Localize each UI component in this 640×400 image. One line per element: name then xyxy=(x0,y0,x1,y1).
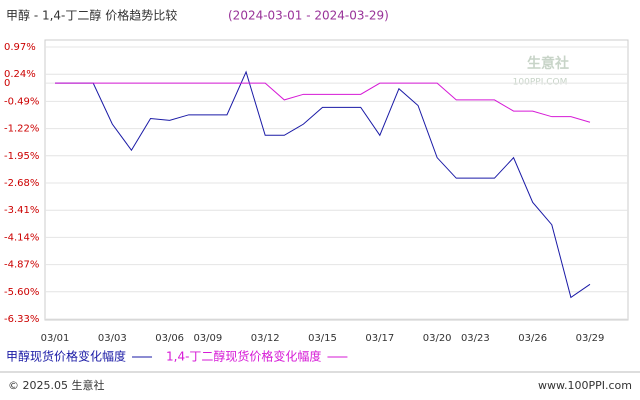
y-tick-label: -6.33% xyxy=(4,314,39,325)
plot-frame xyxy=(44,39,629,321)
chart-subtitle: (2024-03-01 - 2024-03-29) xyxy=(228,9,389,23)
x-tick-label: 03/01 xyxy=(41,333,70,344)
y-tick-label: 0.97% xyxy=(4,42,36,53)
x-tick-label: 03/06 xyxy=(155,333,184,344)
x-tick-label: 03/20 xyxy=(423,333,452,344)
x-tick-label: 03/17 xyxy=(365,333,394,344)
chart-title: 甲醇 - 1,4-丁二醇 价格趋势比较 xyxy=(6,8,177,23)
x-tick-label: 03/29 xyxy=(576,333,605,344)
y-tick-label: -5.60% xyxy=(4,287,39,298)
y-tick-label: -3.41% xyxy=(4,205,39,216)
footer-copyright: © 2025.05 生意社 xyxy=(8,378,104,392)
footer-site: www.100PPI.com xyxy=(538,379,632,392)
y-tick-label: 0 xyxy=(4,78,10,89)
x-tick-label: 03/12 xyxy=(251,333,280,344)
x-tick-label: 03/15 xyxy=(308,333,337,344)
watermark-site: 100PPI.COM xyxy=(513,78,568,88)
y-tick-label: -0.49% xyxy=(4,96,39,107)
legend-label: 1,4-丁二醇现货价格变化幅度 xyxy=(166,349,321,364)
legend-label: 甲醇现货价格变化幅度 xyxy=(6,349,126,364)
series-line xyxy=(55,70,591,299)
y-tick-label: -4.87% xyxy=(4,260,39,271)
y-tick-label: -1.95% xyxy=(4,151,39,162)
series-line xyxy=(55,82,591,123)
y-tick-label: -4.14% xyxy=(4,232,39,243)
y-tick-label: -2.68% xyxy=(4,178,39,189)
x-tick-label: 03/26 xyxy=(518,333,547,344)
x-tick-label: 03/09 xyxy=(193,333,222,344)
y-tick-label: -1.22% xyxy=(4,124,39,135)
x-tick-label: 03/23 xyxy=(461,333,490,344)
x-tick-label: 03/03 xyxy=(98,333,127,344)
y-tick-label: 0.24% xyxy=(4,69,36,80)
watermark-name: 生意社 xyxy=(527,55,569,72)
